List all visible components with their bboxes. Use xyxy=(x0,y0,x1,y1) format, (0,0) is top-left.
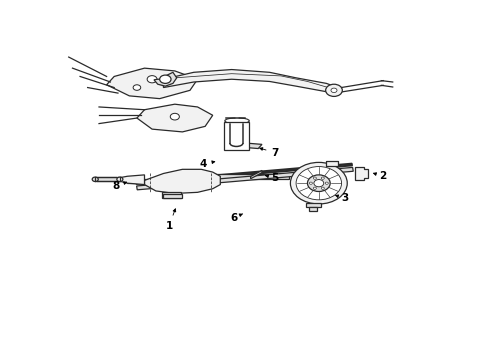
Text: 7: 7 xyxy=(259,148,278,158)
Polygon shape xyxy=(136,167,352,190)
Polygon shape xyxy=(250,170,262,179)
Circle shape xyxy=(290,162,346,204)
Circle shape xyxy=(325,182,327,184)
Text: 2: 2 xyxy=(373,171,386,181)
Circle shape xyxy=(92,177,98,181)
Circle shape xyxy=(313,177,316,179)
Circle shape xyxy=(325,84,342,96)
Polygon shape xyxy=(212,174,288,179)
Text: 8: 8 xyxy=(112,181,126,191)
Bar xyxy=(224,122,248,150)
Circle shape xyxy=(321,187,324,189)
Polygon shape xyxy=(241,143,262,149)
Circle shape xyxy=(321,177,324,179)
Circle shape xyxy=(159,75,171,84)
Circle shape xyxy=(147,76,157,83)
Polygon shape xyxy=(354,167,367,180)
Polygon shape xyxy=(163,194,182,198)
Circle shape xyxy=(133,85,141,90)
Circle shape xyxy=(313,187,316,189)
Polygon shape xyxy=(137,104,212,132)
Polygon shape xyxy=(136,163,351,183)
Polygon shape xyxy=(154,72,176,86)
Polygon shape xyxy=(305,203,320,207)
Circle shape xyxy=(296,167,341,200)
Circle shape xyxy=(117,177,122,181)
Circle shape xyxy=(330,88,336,93)
Polygon shape xyxy=(163,69,333,94)
Circle shape xyxy=(170,113,179,120)
Circle shape xyxy=(307,175,329,192)
Polygon shape xyxy=(326,161,337,166)
Polygon shape xyxy=(144,169,220,193)
Polygon shape xyxy=(106,68,197,99)
Polygon shape xyxy=(127,179,156,183)
Circle shape xyxy=(313,180,323,187)
Circle shape xyxy=(309,182,312,184)
Text: 3: 3 xyxy=(335,193,348,203)
Polygon shape xyxy=(309,207,316,211)
Polygon shape xyxy=(136,165,352,184)
Text: 6: 6 xyxy=(230,213,242,223)
Polygon shape xyxy=(161,192,180,198)
Text: 1: 1 xyxy=(165,209,175,231)
Polygon shape xyxy=(95,177,120,181)
Text: 5: 5 xyxy=(265,173,278,183)
Polygon shape xyxy=(120,175,144,185)
Text: 4: 4 xyxy=(199,159,214,169)
